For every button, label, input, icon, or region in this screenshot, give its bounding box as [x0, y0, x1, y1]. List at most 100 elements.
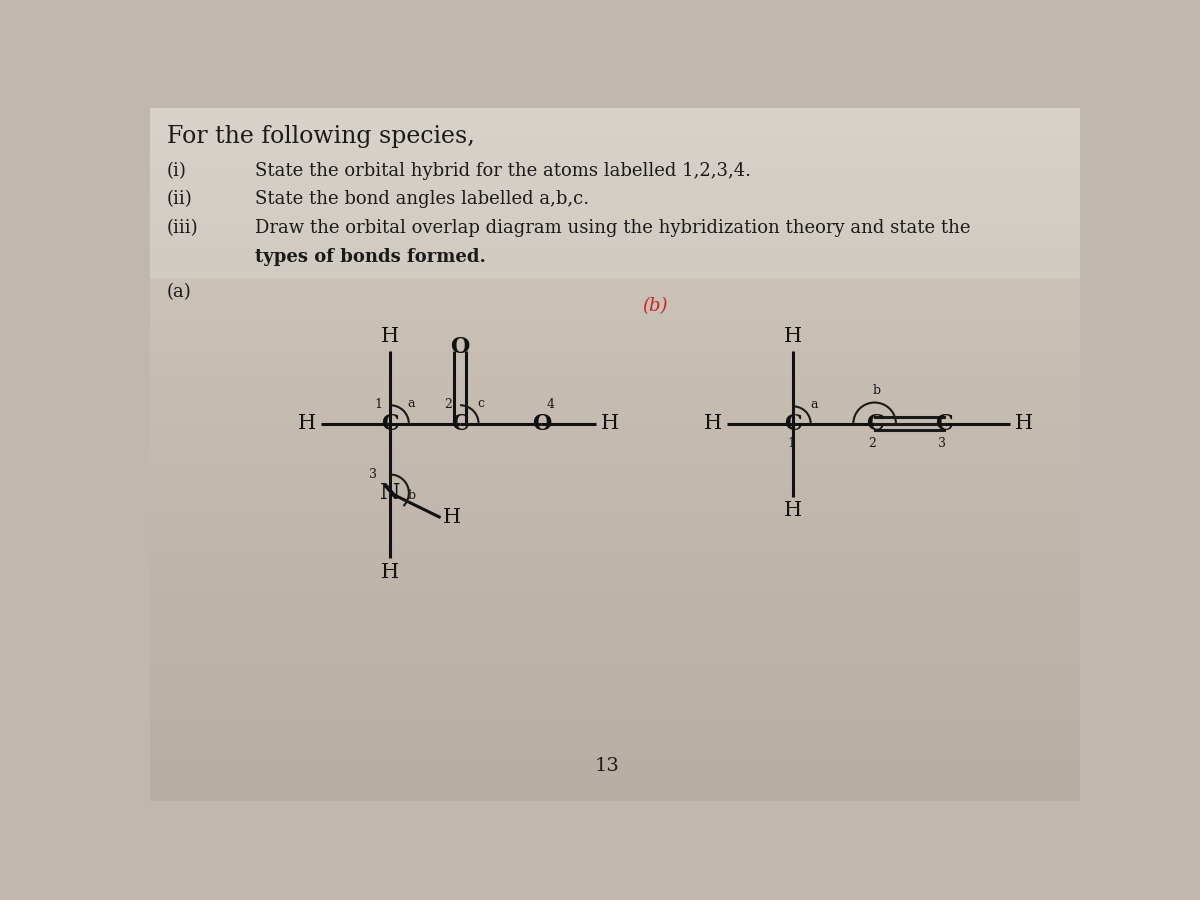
Bar: [150, 292, 1080, 304]
Bar: [150, 304, 1080, 316]
Text: a: a: [407, 397, 415, 410]
Text: H: H: [704, 414, 722, 433]
Bar: [150, 767, 1080, 778]
Bar: [150, 708, 1080, 720]
Bar: [150, 108, 1080, 377]
Bar: [150, 490, 1080, 500]
Bar: [150, 500, 1080, 512]
Text: 3: 3: [938, 436, 946, 450]
Bar: [150, 419, 1080, 431]
Text: H: H: [1015, 414, 1033, 433]
Text: a: a: [810, 399, 818, 411]
Bar: [150, 605, 1080, 617]
Bar: [150, 166, 1080, 177]
Bar: [150, 142, 1080, 154]
Text: C: C: [936, 413, 953, 435]
Bar: [150, 789, 1080, 801]
Bar: [150, 247, 1080, 258]
Bar: [150, 108, 1080, 277]
Bar: [150, 328, 1080, 339]
Text: (a): (a): [167, 284, 192, 302]
Bar: [150, 339, 1080, 351]
Bar: [150, 778, 1080, 789]
Text: 2: 2: [869, 436, 876, 450]
Bar: [150, 755, 1080, 767]
Bar: [150, 616, 1080, 628]
Bar: [150, 512, 1080, 524]
Text: 1: 1: [374, 399, 383, 411]
Bar: [150, 362, 1080, 374]
Text: H: H: [784, 328, 803, 346]
Text: C: C: [866, 413, 883, 435]
Text: b: b: [407, 490, 415, 502]
Text: 13: 13: [595, 758, 619, 776]
Bar: [150, 536, 1080, 547]
Bar: [150, 466, 1080, 478]
Bar: [150, 223, 1080, 235]
Bar: [150, 281, 1080, 292]
Text: 1: 1: [787, 436, 796, 450]
Bar: [150, 108, 1080, 120]
Bar: [150, 547, 1080, 558]
Text: 3: 3: [368, 468, 377, 481]
Bar: [150, 743, 1080, 755]
Bar: [150, 570, 1080, 581]
Bar: [150, 732, 1080, 743]
Bar: [150, 524, 1080, 536]
Bar: [150, 478, 1080, 490]
Bar: [150, 189, 1080, 201]
Text: (iii): (iii): [167, 219, 199, 237]
Bar: [150, 697, 1080, 708]
Bar: [150, 431, 1080, 443]
Bar: [150, 651, 1080, 662]
Bar: [150, 120, 1080, 131]
Bar: [150, 686, 1080, 697]
Text: O: O: [532, 413, 551, 435]
Text: (ii): (ii): [167, 191, 193, 209]
Text: State the bond angles labelled a,b,c.: State the bond angles labelled a,b,c.: [254, 191, 589, 209]
Bar: [150, 581, 1080, 593]
Text: N: N: [380, 482, 401, 504]
Text: (i): (i): [167, 162, 187, 180]
Bar: [150, 385, 1080, 397]
Bar: [150, 662, 1080, 674]
Bar: [150, 454, 1080, 466]
Text: H: H: [382, 562, 400, 581]
Bar: [150, 593, 1080, 605]
Text: 2: 2: [444, 399, 452, 411]
Bar: [150, 639, 1080, 651]
Bar: [150, 212, 1080, 223]
Text: 4: 4: [547, 399, 554, 411]
Bar: [150, 235, 1080, 247]
Bar: [150, 270, 1080, 281]
Bar: [150, 316, 1080, 328]
Bar: [150, 374, 1080, 385]
Bar: [150, 409, 1080, 419]
Bar: [150, 720, 1080, 732]
Text: Draw the orbital overlap diagram using the hybridization theory and state the: Draw the orbital overlap diagram using t…: [254, 219, 970, 237]
Bar: [150, 674, 1080, 686]
Text: H: H: [600, 414, 619, 433]
Bar: [150, 558, 1080, 570]
Bar: [150, 131, 1080, 142]
Text: H: H: [784, 501, 803, 520]
Bar: [150, 177, 1080, 189]
Bar: [150, 351, 1080, 362]
Text: types of bonds formed.: types of bonds formed.: [254, 248, 486, 266]
Bar: [150, 443, 1080, 454]
Text: c: c: [478, 397, 484, 410]
Text: C: C: [451, 413, 469, 435]
Text: State the orbital hybrid for the atoms labelled 1,2,3,4.: State the orbital hybrid for the atoms l…: [254, 162, 751, 180]
Text: C: C: [785, 413, 802, 435]
Bar: [150, 397, 1080, 409]
Text: H: H: [298, 414, 316, 433]
Text: (b): (b): [642, 297, 667, 315]
Bar: [150, 628, 1080, 639]
Text: C: C: [382, 413, 400, 435]
Bar: [150, 201, 1080, 212]
Bar: [150, 154, 1080, 166]
Text: b: b: [874, 384, 881, 398]
Text: H: H: [382, 328, 400, 346]
Bar: [150, 258, 1080, 270]
Text: O: O: [450, 336, 469, 357]
